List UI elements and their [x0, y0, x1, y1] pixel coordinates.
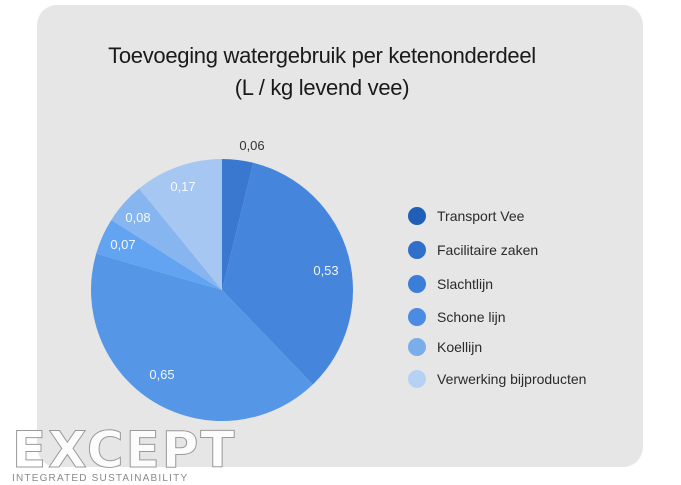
legend-label: Verwerking bijproducten	[437, 371, 587, 387]
legend-item-schone-lijn: Schone lijn	[408, 307, 506, 327]
pie-slice-transport-vee	[222, 159, 254, 290]
legend-item-koellijn: Koellijn	[408, 337, 482, 357]
slice-value-label: 0,07	[110, 237, 135, 252]
pie-slice-verwerking-bijproducten	[139, 159, 222, 290]
legend-swatch	[408, 241, 426, 259]
legend-swatch	[408, 275, 426, 293]
slice-value-label: 0,53	[313, 263, 338, 278]
slice-value-label: 0,17	[170, 179, 195, 194]
slice-value-label: 0,65	[149, 367, 174, 382]
chart-title: Toevoeging watergebruik per ketenonderde…	[37, 40, 607, 104]
pie-slice-facilitaire-zaken	[222, 162, 353, 385]
slice-value-label: 0,08	[125, 210, 150, 225]
legend-item-verwerking-bijproducten: Verwerking bijproducten	[408, 369, 586, 389]
legend-item-slachtlijn: Slachtlijn	[408, 274, 493, 294]
legend-label: Slachtlijn	[437, 276, 494, 292]
legend-swatch	[408, 338, 426, 356]
legend-label: Facilitaire zaken	[437, 242, 539, 258]
pie-slice-slachtlijn	[91, 253, 313, 421]
legend-swatch	[408, 370, 426, 388]
chart-title-line-2: (L / kg levend vee)	[234, 75, 410, 100]
legend-label: Transport Vee	[437, 208, 525, 224]
except-watermark-logo: EXCEPT INTEGRATED SUSTAINABILITY	[8, 423, 236, 485]
slice-value-label: 0,06	[239, 138, 264, 153]
legend-item-transport-vee: Transport Vee	[408, 206, 524, 226]
legend-swatch	[408, 207, 426, 225]
legend-item-facilitaire-zaken: Facilitaire zaken	[408, 240, 538, 260]
watermark-word: EXCEPT	[12, 421, 237, 479]
pie-slice-schone-lijn	[96, 219, 222, 290]
legend-label: Koellijn	[437, 339, 483, 355]
legend-label: Schone lijn	[437, 309, 506, 325]
pie-slice-koellijn	[111, 188, 222, 290]
watermark-subtitle: INTEGRATED SUSTAINABILITY	[12, 473, 189, 484]
legend-swatch	[408, 308, 426, 326]
chart-title-line-1: Toevoeging watergebruik per ketenonderde…	[108, 43, 536, 68]
